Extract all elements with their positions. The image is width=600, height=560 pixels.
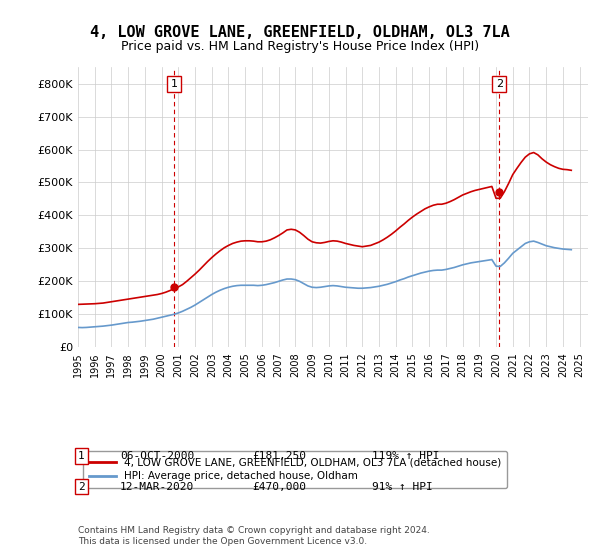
Text: 1: 1	[171, 79, 178, 89]
Text: 91% ↑ HPI: 91% ↑ HPI	[372, 482, 433, 492]
Text: £181,250: £181,250	[252, 451, 306, 461]
Text: Contains HM Land Registry data © Crown copyright and database right 2024.
This d: Contains HM Land Registry data © Crown c…	[78, 526, 430, 546]
Text: 4, LOW GROVE LANE, GREENFIELD, OLDHAM, OL3 7LA: 4, LOW GROVE LANE, GREENFIELD, OLDHAM, O…	[90, 25, 510, 40]
Text: 06-OCT-2000: 06-OCT-2000	[120, 451, 194, 461]
Text: 2: 2	[78, 482, 85, 492]
Text: 2: 2	[496, 79, 503, 89]
Text: £470,000: £470,000	[252, 482, 306, 492]
Text: Price paid vs. HM Land Registry's House Price Index (HPI): Price paid vs. HM Land Registry's House …	[121, 40, 479, 53]
Legend: 4, LOW GROVE LANE, GREENFIELD, OLDHAM, OL3 7LA (detached house), HPI: Average pr: 4, LOW GROVE LANE, GREENFIELD, OLDHAM, O…	[83, 451, 508, 488]
Text: 1: 1	[78, 451, 85, 461]
Text: 119% ↑ HPI: 119% ↑ HPI	[372, 451, 439, 461]
Text: 12-MAR-2020: 12-MAR-2020	[120, 482, 194, 492]
